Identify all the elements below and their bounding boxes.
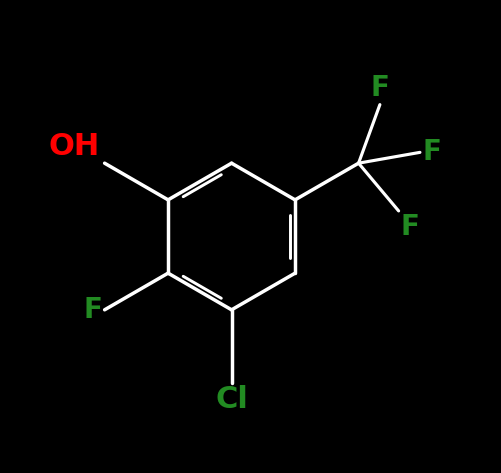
- Text: F: F: [83, 296, 102, 324]
- Text: F: F: [401, 213, 420, 241]
- Text: F: F: [370, 74, 389, 102]
- Text: F: F: [422, 139, 441, 166]
- Text: OH: OH: [49, 132, 100, 161]
- Text: Cl: Cl: [215, 385, 248, 414]
